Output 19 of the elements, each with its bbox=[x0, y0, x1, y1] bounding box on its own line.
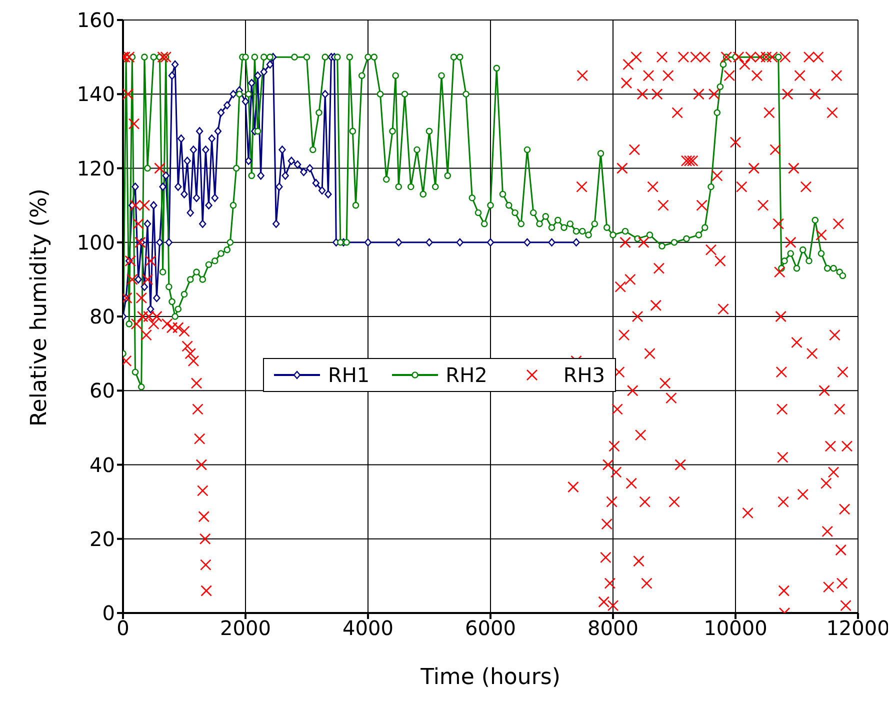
y-tick-label: 100 bbox=[76, 230, 115, 254]
legend-label: RH2 bbox=[446, 363, 488, 387]
x-tick-label: 10000 bbox=[704, 616, 768, 640]
y-tick-label: 60 bbox=[90, 378, 115, 403]
legend-label: RH3 bbox=[563, 363, 606, 387]
y-tick-label: 20 bbox=[90, 526, 115, 551]
x-tick-label: 4000 bbox=[342, 616, 394, 640]
x-tick-label: 2000 bbox=[220, 616, 271, 640]
y-axis-title: Relative humidity (%) bbox=[26, 188, 52, 426]
y-tick-label: 0 bbox=[102, 601, 115, 626]
x-tick-label: 6000 bbox=[465, 616, 516, 640]
y-tick-label: 140 bbox=[76, 82, 115, 106]
x-axis-title: Time (hours) bbox=[420, 665, 560, 690]
y-tick-label: 120 bbox=[76, 156, 115, 180]
legend-label: RH1 bbox=[328, 363, 370, 387]
y-tick-label: 40 bbox=[90, 452, 115, 477]
x-tick-label: 8000 bbox=[588, 616, 638, 640]
y-tick-label: 160 bbox=[76, 8, 115, 32]
y-tick-label: 80 bbox=[90, 304, 115, 329]
